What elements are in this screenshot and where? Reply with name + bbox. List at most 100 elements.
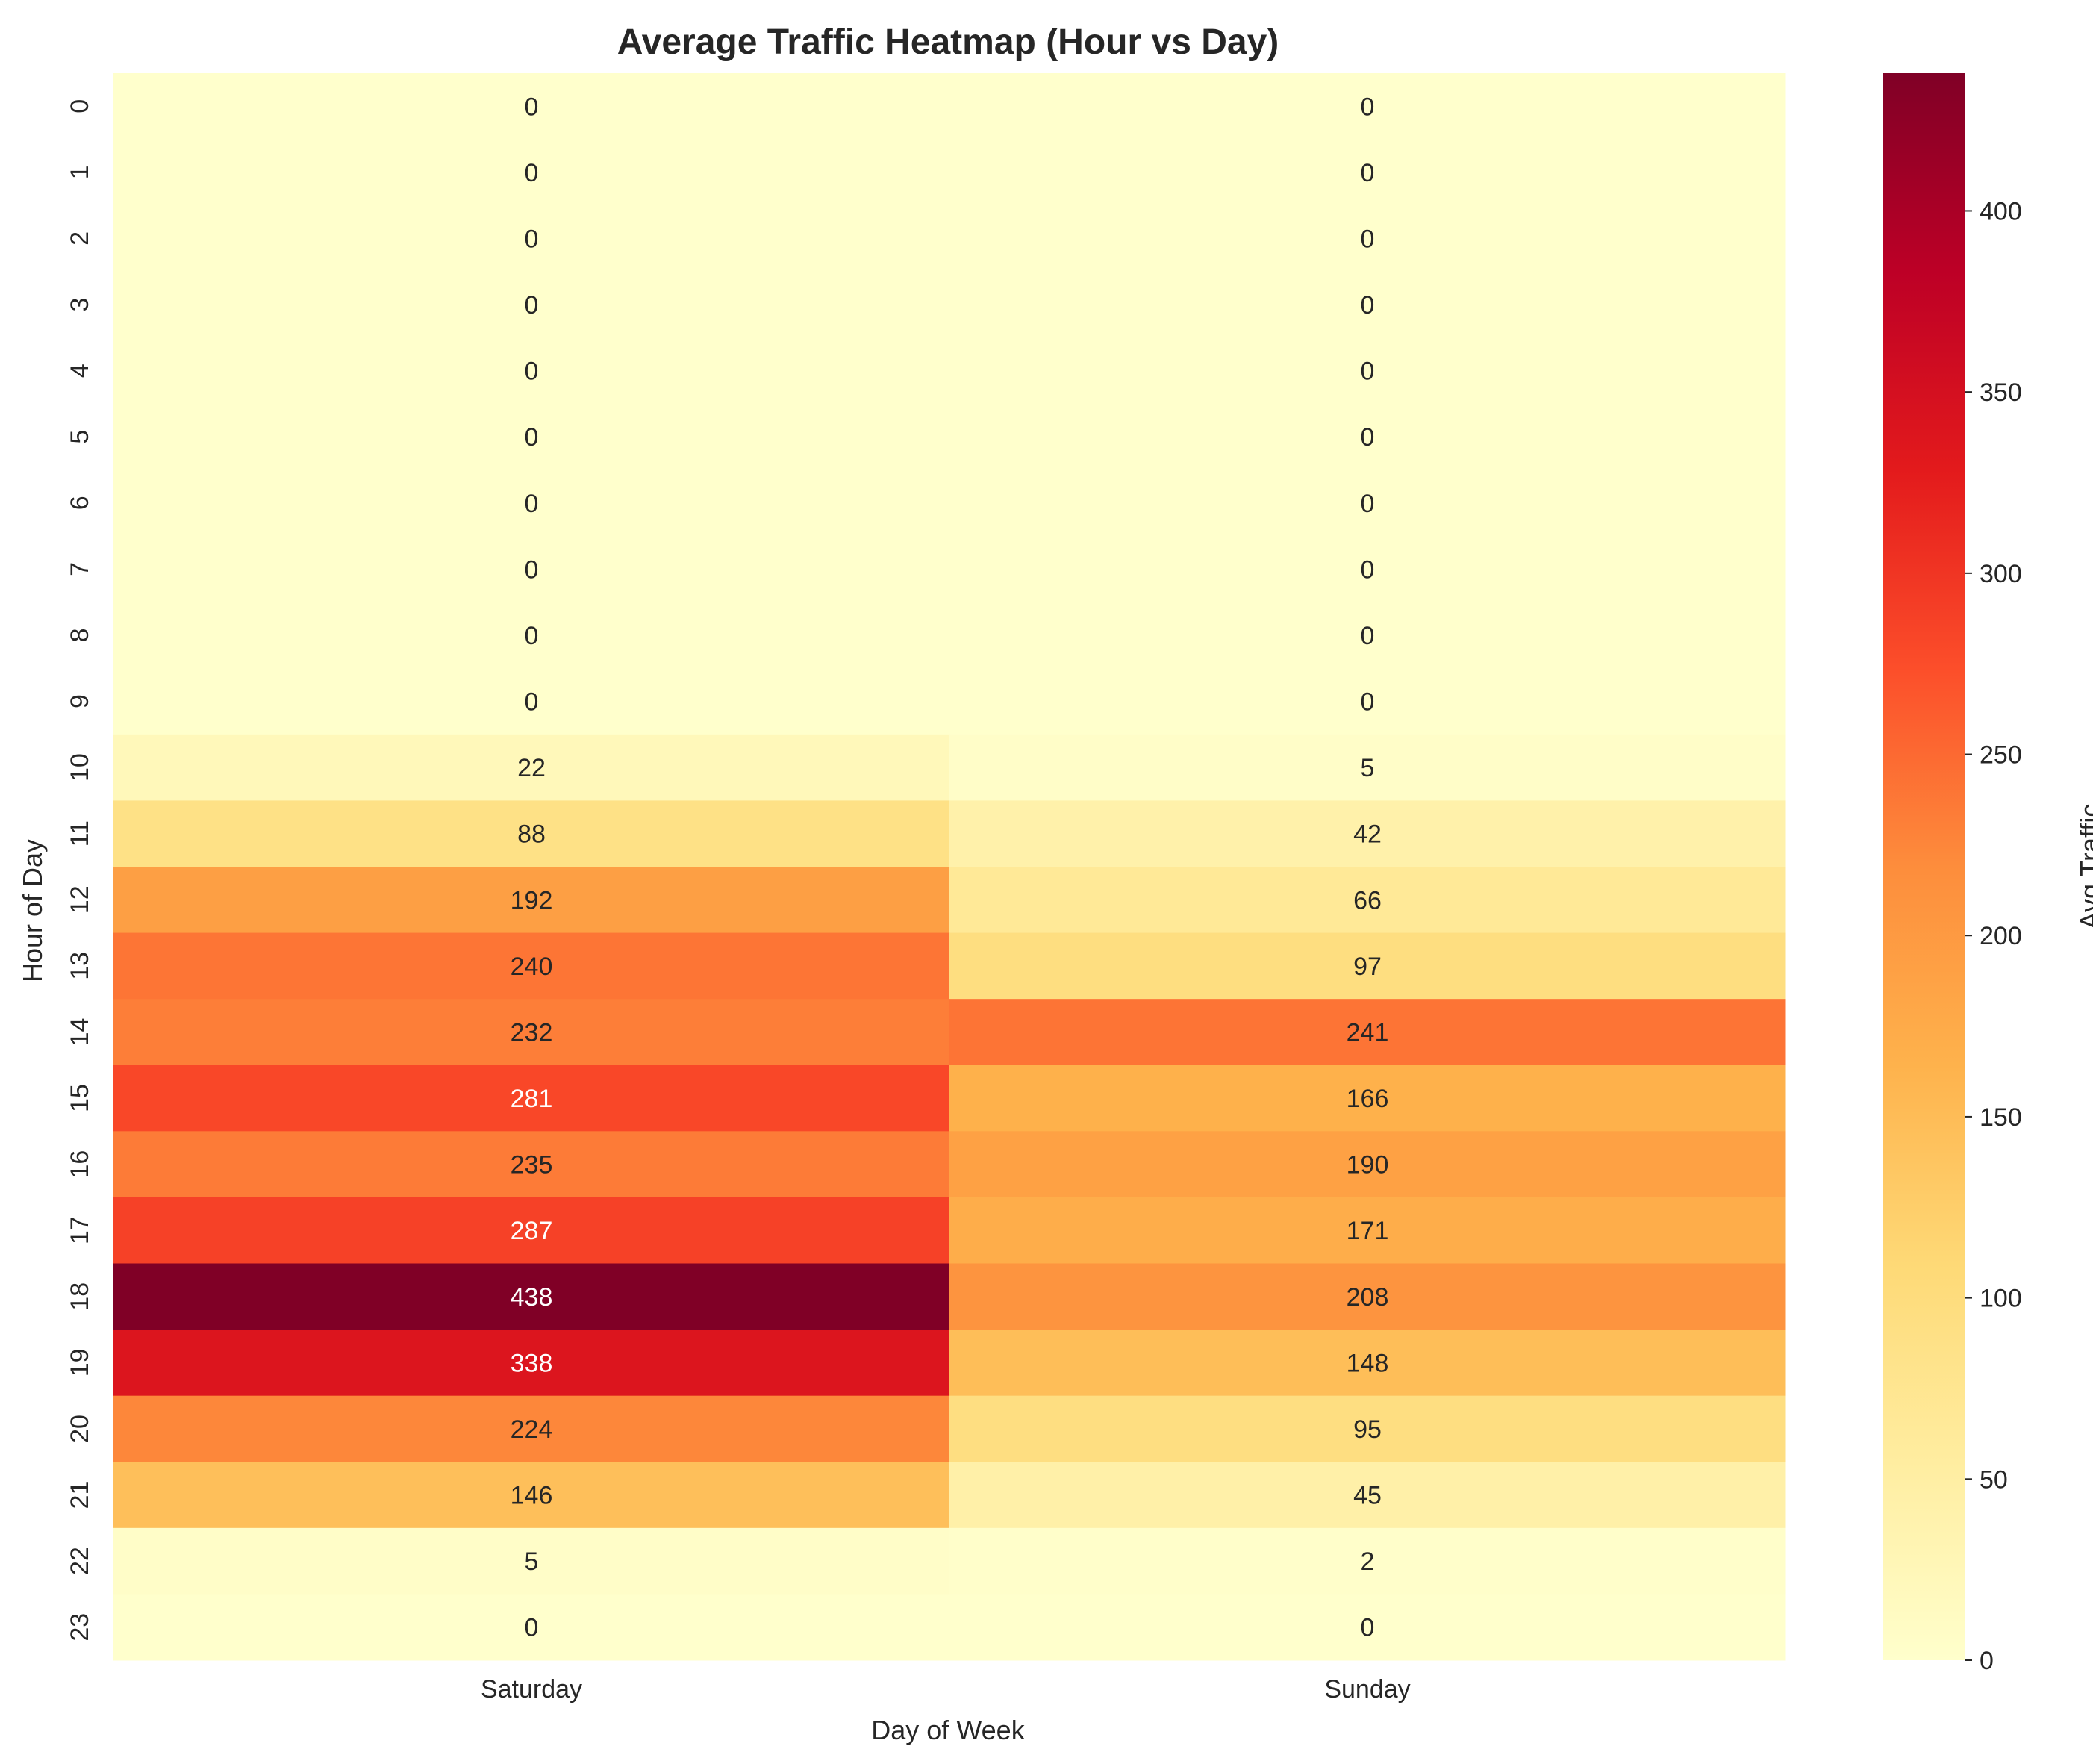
cell-value-label: 5 — [1361, 754, 1375, 782]
heatmap-cell — [949, 205, 1786, 272]
heatmap-cell — [949, 668, 1786, 735]
colorbar-tick-label: 150 — [1980, 1103, 2022, 1132]
heatmap-cells: 0 0 0 0 0 0 0 0 0 0 0 0 0 0 0 0 0 0 0 0 22 5 88 42 192 66 240 97 232… — [113, 73, 1786, 1661]
heatmap-cell — [113, 1263, 950, 1330]
cell-value-label: 0 — [525, 622, 539, 650]
cell-value-label: 0 — [525, 555, 539, 584]
y-tick-label: 14 — [66, 1018, 94, 1047]
cell-value-label: 5 — [525, 1548, 539, 1576]
heatmap-cell — [113, 139, 950, 206]
colorbar-tick-label: 100 — [1980, 1285, 2022, 1313]
heatmap-cell — [949, 1594, 1786, 1661]
y-tick-label: 4 — [66, 364, 94, 378]
cell-value-label: 0 — [525, 358, 539, 386]
y-tick-label: 8 — [66, 628, 94, 642]
cell-value-label: 0 — [525, 688, 539, 717]
heatmap-cell — [113, 1330, 950, 1397]
heatmap-cell — [113, 800, 950, 867]
cell-value-label: 2 — [1361, 1548, 1375, 1576]
cell-value-label: 192 — [511, 886, 553, 914]
heatmap-cell — [949, 1065, 1786, 1132]
y-tick-label: 6 — [66, 496, 94, 510]
heatmap-cell — [949, 1330, 1786, 1397]
y-tick-label: 11 — [66, 820, 94, 847]
x-tick-label: Saturday — [481, 1675, 582, 1704]
cell-value-label: 146 — [511, 1482, 553, 1510]
y-tick-label: 19 — [66, 1348, 94, 1377]
heatmap-cell — [113, 932, 950, 1000]
y-tick-label: 0 — [66, 99, 94, 113]
heatmap-cell — [949, 470, 1786, 537]
cell-value-label: 42 — [1353, 820, 1382, 849]
cell-value-label: 0 — [1361, 490, 1375, 518]
heatmap-cell — [949, 1131, 1786, 1198]
y-tick-label: 20 — [66, 1415, 94, 1443]
cell-value-label: 287 — [511, 1217, 553, 1245]
cell-value-label: 224 — [511, 1415, 553, 1444]
cell-value-label: 0 — [525, 93, 539, 121]
cell-value-label: 0 — [1361, 159, 1375, 187]
x-tick-label: Sunday — [1324, 1675, 1410, 1704]
heatmap-cell — [113, 403, 950, 470]
cell-value-label: 240 — [511, 953, 553, 981]
heatmap-cell — [949, 403, 1786, 470]
heatmap-cell — [113, 205, 950, 272]
heatmap-cell — [949, 1395, 1786, 1462]
cell-value-label: 0 — [1361, 1614, 1375, 1642]
x-axis-label: Day of Week — [871, 1715, 1025, 1745]
heatmap-cell — [113, 536, 950, 603]
heatmap-cell — [113, 271, 950, 338]
heatmap-cell — [113, 1131, 950, 1198]
cell-value-label: 97 — [1353, 953, 1382, 981]
y-tick-label: 7 — [66, 562, 94, 576]
cell-value-label: 0 — [525, 159, 539, 187]
cell-value-label: 0 — [1361, 225, 1375, 253]
colorbar-tick-label: 50 — [1980, 1465, 2008, 1494]
cell-value-label: 0 — [1361, 423, 1375, 452]
cell-value-label: 235 — [511, 1151, 553, 1179]
heatmap-cell — [949, 73, 1786, 140]
colorbar-tick-label: 250 — [1980, 741, 2022, 770]
heatmap-cell — [949, 800, 1786, 867]
y-tick-label: 12 — [66, 885, 94, 914]
cell-value-label: 0 — [1361, 688, 1375, 717]
heatmap-cell — [113, 1527, 950, 1595]
y-tick-label: 22 — [66, 1547, 94, 1575]
y-tick-label: 23 — [66, 1613, 94, 1642]
colorbar-ticks: 0 50 100 150 200 250 300 350 400 — [1965, 197, 2022, 1675]
cell-value-label: 0 — [1361, 291, 1375, 320]
y-axis-label: Hour of Day — [17, 839, 48, 982]
heatmap-cell — [949, 536, 1786, 603]
heatmap-cell — [113, 867, 950, 934]
y-tick-label: 1 — [66, 165, 94, 179]
colorbar-tick-label: 200 — [1980, 922, 2022, 950]
heatmap-cell — [949, 602, 1786, 669]
cell-value-label: 0 — [1361, 555, 1375, 584]
cell-value-label: 0 — [525, 291, 539, 320]
heatmap-cell — [113, 73, 950, 140]
heatmap-cell — [949, 932, 1786, 1000]
cell-value-label: 281 — [511, 1085, 553, 1113]
y-tick-label: 2 — [66, 231, 94, 246]
heatmap-cell — [949, 271, 1786, 338]
cell-value-label: 0 — [525, 225, 539, 253]
y-tick-label: 10 — [66, 753, 94, 782]
cell-value-label: 171 — [1347, 1217, 1389, 1245]
heatmap-cell — [113, 999, 950, 1066]
heatmap-cell — [949, 1263, 1786, 1330]
heatmap-cell — [113, 602, 950, 669]
colorbar-tick-label: 350 — [1980, 378, 2022, 407]
y-tick-label: 3 — [66, 298, 94, 312]
cell-value-label: 0 — [525, 1614, 539, 1642]
y-tick-label: 5 — [66, 430, 94, 444]
cell-value-label: 22 — [517, 754, 546, 782]
colorbar-label: Avg Traffic — [2074, 804, 2093, 930]
y-tick-label: 9 — [66, 694, 94, 708]
heatmap-cell — [949, 734, 1786, 801]
heatmap-cell — [113, 1197, 950, 1264]
heatmap-cell — [949, 1462, 1786, 1529]
cell-value-label: 241 — [1347, 1018, 1389, 1047]
cell-value-label: 0 — [525, 423, 539, 452]
cell-value-label: 338 — [511, 1349, 553, 1377]
